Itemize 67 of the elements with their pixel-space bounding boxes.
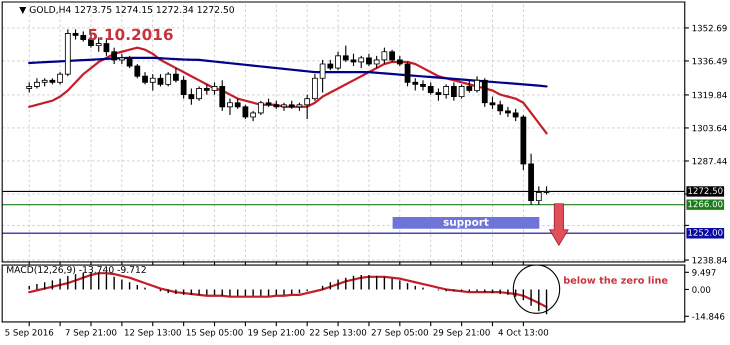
- candlestick: [142, 72, 148, 85]
- candlestick: [204, 84, 210, 96]
- candlestick: [158, 74, 164, 87]
- y-tick-label: 1303.64: [692, 124, 727, 132]
- candlestick: [335, 51, 341, 71]
- candlestick: [358, 55, 364, 69]
- y-tick-label: 9.497: [692, 269, 716, 276]
- candlestick: [505, 106, 511, 118]
- annotation: support: [444, 218, 489, 228]
- candlestick: [150, 74, 156, 92]
- x-tick-label: 27 Sep 05:00: [372, 329, 428, 338]
- x-tick-label: 29 Sep 21:00: [433, 329, 490, 338]
- candlestick: [80, 30, 86, 42]
- candlestick: [165, 72, 172, 87]
- candlestick: [497, 100, 504, 116]
- x-tick-label: 19 Sep 21:00: [248, 329, 304, 338]
- candlestick: [227, 98, 233, 116]
- candlestick: [196, 86, 202, 102]
- ref-line-label: 1272.50: [688, 187, 723, 194]
- candlestick: [219, 80, 226, 112]
- x-tick-label: 22 Sep 13:00: [310, 329, 366, 338]
- candlestick: [443, 84, 450, 100]
- candlestick: [512, 108, 519, 122]
- y-tick-label: -14.846: [692, 313, 724, 320]
- candlestick: [111, 47, 118, 65]
- candlestick: [396, 55, 403, 67]
- candlestick: [404, 61, 410, 87]
- candlestick: [72, 28, 78, 40]
- x-tick-label: 15 Sep 05:00: [186, 329, 243, 338]
- candlestick: [212, 82, 218, 96]
- x-tick-label: 4 Oct 13:00: [498, 329, 548, 336]
- candlestick: [304, 94, 310, 120]
- chart-title: ▼ GOLD,H4 1273.75 1274.15 1272.34 1272.50: [19, 6, 234, 14]
- candlestick: [342, 45, 349, 63]
- candlestick: [26, 82, 32, 94]
- candlestick: [188, 88, 194, 106]
- chart-title: MACD(12,26,9) -13.740 -9.712: [7, 266, 146, 274]
- y-tick-label: 1336.49: [692, 58, 727, 64]
- candlestick: [258, 100, 264, 116]
- line-series: [28, 46, 548, 134]
- candlestick: [34, 78, 40, 90]
- candlestick: [428, 82, 434, 96]
- candlestick: [466, 80, 472, 94]
- y-tick-label: 1319.84: [692, 92, 727, 98]
- y-tick-label: 1287.44: [692, 158, 727, 164]
- candlestick: [490, 96, 496, 110]
- x-tick-label: 5 Sep 2016: [5, 329, 54, 338]
- candlestick: [327, 59, 334, 71]
- x-tick-label: 12 Sep 13:00: [124, 329, 181, 338]
- candlestick: [420, 80, 426, 92]
- candlestick: [366, 53, 372, 67]
- candlestick: [482, 78, 488, 108]
- y-tick-label: 1238.84: [692, 256, 727, 264]
- candlestick: [134, 63, 140, 79]
- ref-line-label: 1252.00: [688, 229, 723, 236]
- candlestick: [104, 38, 110, 56]
- candlestick: [374, 55, 380, 69]
- ref-line-label: 1266.00: [688, 200, 723, 208]
- text: below the zero line: [564, 276, 668, 284]
- text: 5.10.2016: [88, 28, 173, 40]
- candlestick: [350, 53, 356, 67]
- y-tick-label: 1352.69: [692, 24, 727, 32]
- x-tick-label: 7 Sep 21:00: [66, 329, 116, 338]
- candlestick: [412, 78, 418, 92]
- y-tick-label: 0.00: [692, 286, 710, 293]
- candlestick: [474, 76, 480, 94]
- candlestick: [436, 88, 442, 102]
